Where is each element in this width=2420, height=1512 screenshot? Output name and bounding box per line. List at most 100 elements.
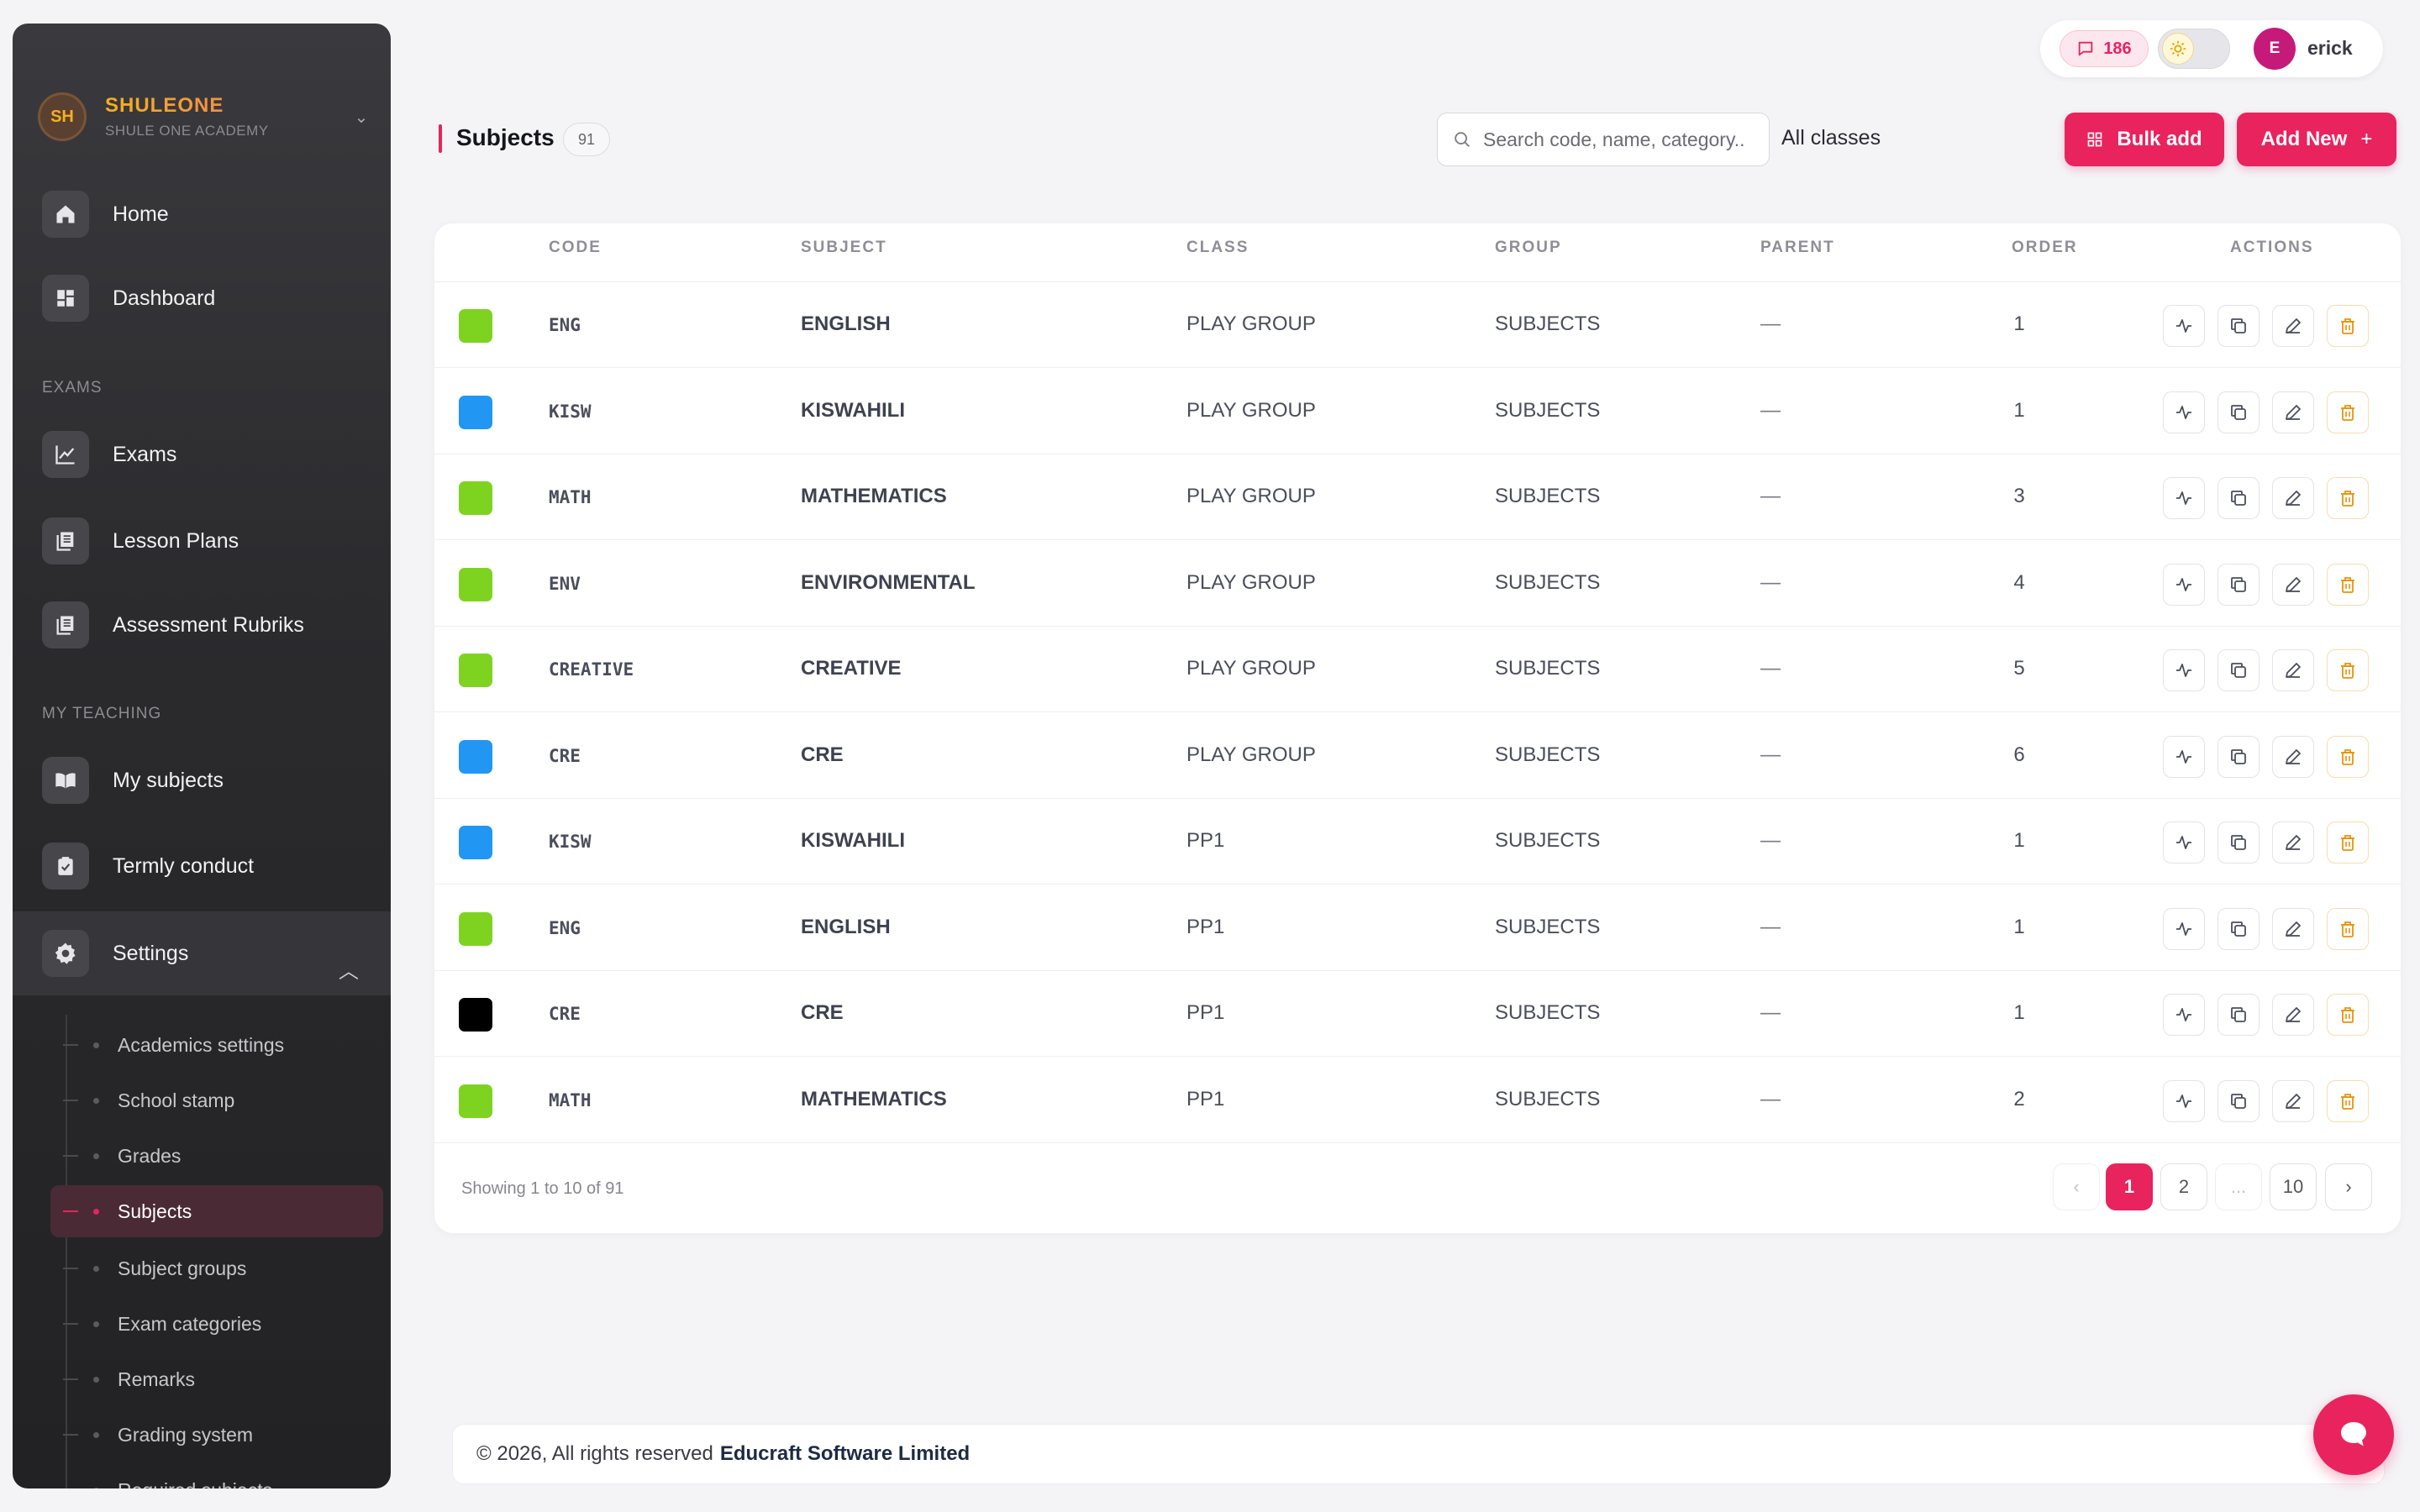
settings-item-subject-groups[interactable]: Subject groups [63,1242,382,1294]
sidebar-item-exams[interactable]: Exams [42,429,378,480]
duplicate-button[interactable] [2217,563,2260,606]
settings-item-remarks[interactable]: Remarks [63,1353,382,1405]
settings-item-academics-settings[interactable]: Academics settings [63,1019,382,1071]
settings-item-subjects[interactable]: Subjects [50,1185,383,1237]
table-row[interactable]: KISW KISWAHILI PP1 SUBJECTS — 1 [434,799,2401,885]
edit-button[interactable] [2272,305,2314,347]
sidebar-item-my-subjects[interactable]: My subjects [42,755,378,806]
class-filter-select[interactable]: All classes [1781,126,1881,150]
avatar[interactable]: E [2254,28,2296,70]
table-row[interactable]: ENG ENGLISH PLAY GROUP SUBJECTS — 1 [434,282,2401,368]
duplicate-button[interactable] [2217,391,2260,433]
settings-item-exam-categories[interactable]: Exam categories [63,1298,382,1350]
sidebar-item-lesson-plans[interactable]: Lesson Plans [42,516,378,566]
table-row[interactable]: MATH MATHEMATICS PP1 SUBJECTS — 2 [434,1058,2401,1143]
delete-button[interactable] [2327,735,2369,778]
activity-icon [2176,664,2191,677]
duplicate-button[interactable] [2217,822,2260,864]
search-input[interactable] [1483,128,1769,151]
pagination-page-1[interactable]: 1 [2106,1163,2153,1210]
delete-button[interactable] [2327,907,2369,950]
duplicate-button[interactable] [2217,477,2260,519]
table-row[interactable]: CREATIVE CREATIVE PLAY GROUP SUBJECTS — 5 [434,627,2401,712]
delete-button[interactable] [2327,1079,2369,1122]
settings-item-grading-system[interactable]: Grading system [63,1409,382,1461]
edit-button[interactable] [2272,907,2314,950]
cell-group: SUBJECTS [1495,657,1601,680]
edit-button[interactable] [2272,1079,2314,1122]
table-row[interactable]: KISW KISWAHILI PLAY GROUP SUBJECTS — 1 [434,369,2401,454]
pagination-next-button[interactable]: › [2325,1163,2372,1210]
gear-icon [42,930,89,977]
table-row[interactable]: ENV ENVIRONMENTAL PLAY GROUP SUBJECTS — 4 [434,541,2401,627]
delete-button[interactable] [2327,391,2369,433]
duplicate-button[interactable] [2217,907,2260,950]
activity-button[interactable] [2163,822,2205,864]
duplicate-button[interactable] [2217,994,2260,1036]
table-row[interactable]: MATH MATHEMATICS PLAY GROUP SUBJECTS — 3 [434,454,2401,540]
column-header-class[interactable]: CLASS [1186,239,1249,256]
copy-icon [2231,921,2246,937]
duplicate-button[interactable] [2217,305,2260,347]
table-row[interactable]: CRE CRE PLAY GROUP SUBJECTS — 6 [434,713,2401,799]
bulk-add-button[interactable]: Bulk add [2065,113,2224,166]
cell-subject: ENGLISH [801,312,891,335]
edit-button[interactable] [2272,994,2314,1036]
edit-button[interactable] [2272,735,2314,778]
delete-button[interactable] [2327,994,2369,1036]
column-header-group[interactable]: GROUP [1495,239,1562,256]
settings-item-label: Exam categories [118,1312,262,1335]
add-new-label: Add New [2260,128,2348,150]
edit-button[interactable] [2272,649,2314,691]
delete-button[interactable] [2327,477,2369,519]
settings-item-grades[interactable]: Grades [63,1130,382,1182]
activity-button[interactable] [2163,735,2205,778]
school-switcher[interactable]: SH SHULEONE SHULE ONE ACADEMY ⌄ [38,87,374,146]
sidebar-item-settings[interactable]: Settings [42,928,378,979]
duplicate-button[interactable] [2217,649,2260,691]
activity-button[interactable] [2163,477,2205,519]
activity-button[interactable] [2163,391,2205,433]
duplicate-button[interactable] [2217,1079,2260,1122]
duplicate-button[interactable] [2217,735,2260,778]
theme-toggle[interactable] [2158,29,2230,69]
cell-order: 1 [2013,312,2025,335]
activity-button[interactable] [2163,907,2205,950]
add-new-button[interactable]: Add New + [2237,113,2396,166]
activity-button[interactable] [2163,649,2205,691]
messages-button[interactable]: 186 [2060,30,2149,67]
activity-button[interactable] [2163,1079,2205,1122]
activity-button[interactable] [2163,305,2205,347]
edit-button[interactable] [2272,391,2314,433]
table-row[interactable]: CRE CRE PP1 SUBJECTS — 1 [434,971,2401,1057]
delete-button[interactable] [2327,563,2369,606]
edit-button[interactable] [2272,563,2314,606]
settings-item-school-stamp[interactable]: School stamp [63,1074,382,1126]
pagination-page-10[interactable]: 10 [2270,1163,2317,1210]
cell-subject: MATHEMATICS [801,485,947,507]
column-header-code[interactable]: CODE [549,239,602,256]
sidebar-item-termly-conduct[interactable]: Termly conduct [42,841,378,891]
sidebar-item-dashboard[interactable]: Dashboard [42,273,378,323]
chat-support-button[interactable] [2313,1394,2394,1475]
copy-icon [2231,663,2246,678]
delete-button[interactable] [2327,305,2369,347]
subject-color-swatch [459,1084,492,1118]
user-name[interactable]: erick [2307,37,2353,59]
table-row[interactable]: ENG ENGLISH PP1 SUBJECTS — 1 [434,885,2401,971]
column-header-order[interactable]: ORDER [2012,239,2078,256]
delete-button[interactable] [2327,822,2369,864]
activity-button[interactable] [2163,563,2205,606]
settings-item-required-subjects[interactable]: Required subjects [63,1464,382,1488]
sidebar-item-assessment-rubriks[interactable]: Assessment Rubriks [42,600,378,650]
pagination-page-2[interactable]: 2 [2160,1163,2207,1210]
edit-button[interactable] [2272,477,2314,519]
delete-button[interactable] [2327,649,2369,691]
column-header-parent[interactable]: PARENT [1760,239,1835,256]
pagination-prev-button[interactable]: ‹ [2053,1163,2100,1210]
activity-button[interactable] [2163,994,2205,1036]
sidebar-item-home[interactable]: Home [42,189,378,239]
edit-button[interactable] [2272,822,2314,864]
cell-class: PLAY GROUP [1186,398,1316,422]
column-header-subject[interactable]: SUBJECT [801,239,887,256]
